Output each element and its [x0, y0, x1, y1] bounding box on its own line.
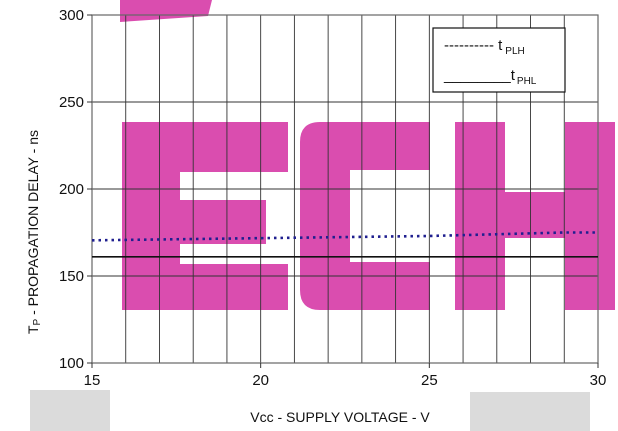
watermark-shape [122, 122, 180, 310]
legend-item-plh-prefix: ---------- t [444, 37, 503, 54]
y-axis-title: TP - PROPAGATION DELAY - ns [25, 130, 43, 334]
legend: ---------- t PLH ________t PHL [432, 27, 566, 93]
legend-item-phl-sub: PHL [517, 76, 537, 87]
watermark-shape [505, 192, 565, 238]
y-tick-label: 150 [59, 268, 84, 285]
watermark-shape [180, 200, 266, 244]
watermark-shape [455, 122, 505, 310]
legend-item-plh: ---------- t PLH [444, 37, 525, 57]
y-axis-title-main: T [25, 325, 41, 334]
y-tick-label: 300 [59, 7, 84, 24]
series-line-tplh [91, 231, 598, 242]
x-tick-label: 30 [590, 372, 607, 389]
x-tick-label: 15 [84, 372, 101, 389]
tick-labels: 15 20 25 30 300 250 200 150 100 [59, 7, 606, 389]
y-tick-label: 200 [59, 181, 84, 198]
watermark-shape [470, 392, 590, 431]
legend-item-phl: ________t PHL [443, 67, 537, 87]
grid [87, 14, 599, 368]
watermark-shape [180, 122, 288, 172]
x-tick-label: 20 [252, 372, 269, 389]
y-axis-title-sub: P [32, 318, 43, 325]
y-tick-label: 250 [59, 94, 84, 111]
legend-box [432, 27, 566, 93]
watermark-shape [180, 264, 288, 310]
y-tick-label: 100 [59, 355, 84, 372]
x-tick-label: 25 [421, 372, 438, 389]
watermark-shape [300, 122, 430, 310]
watermark-shape [30, 390, 110, 431]
y-axis-title-rest: - PROPAGATION DELAY - ns [25, 130, 41, 319]
x-axis-title: Vcc - SUPPLY VOLTAGE - V [250, 409, 430, 425]
series-layer [91, 231, 598, 258]
watermark-shape [565, 122, 615, 310]
legend-item-plh-sub: PLH [505, 46, 524, 57]
legend-item-phl-prefix: ________t [443, 67, 516, 84]
watermark-shape [120, 0, 212, 22]
